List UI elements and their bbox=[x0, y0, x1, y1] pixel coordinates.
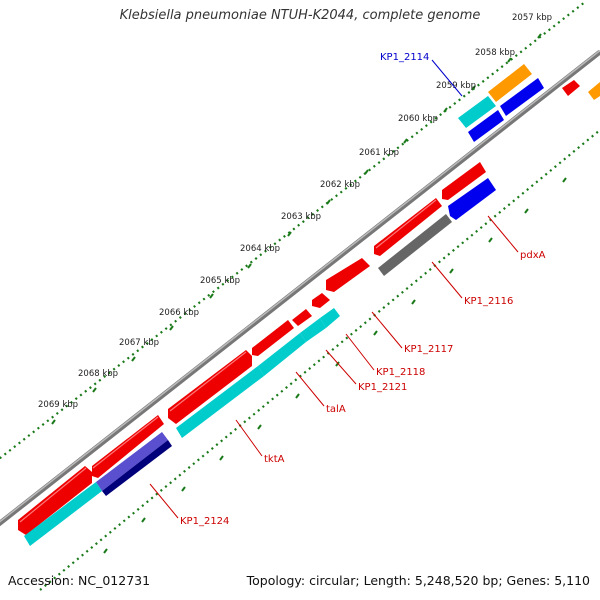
scale-label: 2069 kbp bbox=[38, 400, 78, 410]
gene-label-KP1_2121[interactable]: KP1_2121 bbox=[358, 382, 407, 393]
major-ticks bbox=[51, 33, 567, 554]
scale-label: 2061 kbp bbox=[359, 148, 399, 158]
gene-KP1_2114-blue[interactable] bbox=[468, 110, 504, 142]
gene-tktA-reverse[interactable] bbox=[176, 366, 264, 438]
label-leader-blue bbox=[431, 59, 463, 97]
gene-blue-right[interactable] bbox=[500, 78, 544, 116]
gene-KP1_2116b-forward[interactable] bbox=[326, 258, 370, 292]
gene-label-talA[interactable]: talA bbox=[326, 404, 346, 415]
genome-title: Klebsiella pneumoniae NTUH-K2044, comple… bbox=[119, 8, 481, 23]
gene-KP1_2118-forward[interactable] bbox=[252, 320, 294, 356]
scale-label: 2065 kbp bbox=[200, 276, 240, 286]
gene-label-tktA[interactable]: tktA bbox=[264, 454, 285, 465]
gene-KP1_2116-reverse[interactable] bbox=[378, 214, 452, 276]
gene-pdxA-forward[interactable] bbox=[374, 198, 442, 256]
gene-slate-reverse[interactable] bbox=[96, 432, 168, 491]
genome-summary: Topology: circular; Length: 5,248,520 bp… bbox=[246, 573, 590, 588]
gene-KP1_2116a-forward[interactable] bbox=[312, 293, 330, 308]
gene-tktA-forward[interactable] bbox=[92, 415, 164, 478]
gene-KP1_2117-forward[interactable] bbox=[292, 309, 312, 326]
genome-backbone bbox=[0, 49, 600, 527]
scale-label: 2057 kbp bbox=[512, 13, 552, 23]
reverse-strand-genes bbox=[24, 64, 600, 546]
gene-KP1_2118-reverse[interactable] bbox=[320, 308, 340, 328]
inner-tick-ring bbox=[39, 129, 600, 591]
scale-labels: 2057 kbp 2058 kbp 2059 kbp 2060 kbp 2061… bbox=[38, 13, 552, 410]
outer-tick-ring bbox=[0, 1, 586, 460]
gene-talA-reverse[interactable] bbox=[258, 333, 306, 376]
gene-KP1_2121-reverse[interactable] bbox=[300, 318, 326, 342]
label-leaders bbox=[149, 215, 519, 519]
scale-label: 2063 kbp bbox=[281, 212, 321, 222]
scale-label: 2068 kbp bbox=[78, 369, 118, 379]
gene-KP1_2115-forward[interactable] bbox=[442, 162, 486, 200]
gene-orange[interactable] bbox=[488, 64, 532, 102]
gene-right-edge-forward[interactable] bbox=[562, 80, 580, 96]
gene-label-KP1_2117[interactable]: KP1_2117 bbox=[404, 344, 453, 355]
gene-highlights bbox=[19, 199, 437, 523]
gene-label-pdxA[interactable]: pdxA bbox=[520, 250, 546, 261]
gene-label-KP1_2114[interactable]: KP1_2114 bbox=[380, 52, 429, 63]
scale-label: 2067 kbp bbox=[119, 338, 159, 348]
gene-KP1_2124-reverse[interactable] bbox=[24, 482, 102, 546]
gene-KP1_2124-forward[interactable] bbox=[18, 466, 92, 535]
scale-label: 2062 kbp bbox=[320, 180, 360, 190]
gene-label-KP1_2118[interactable]: KP1_2118 bbox=[376, 367, 425, 378]
gene-talA-forward[interactable] bbox=[168, 350, 252, 424]
scale-label: 2060 kbp bbox=[398, 114, 438, 124]
gene-label-KP1_2124[interactable]: KP1_2124 bbox=[180, 516, 229, 527]
scale-label: 2064 kbp bbox=[240, 244, 280, 254]
accession-label: Accession: NC_012731 bbox=[8, 573, 151, 588]
scale-label: 2059 kbp bbox=[436, 81, 476, 91]
scale-label: 2066 kbp bbox=[159, 308, 199, 318]
gene-labels: KP1_2114 pdxA KP1_2116 KP1_2117 KP1_2118… bbox=[180, 52, 546, 527]
gene-KP1_2114-cyan[interactable] bbox=[458, 96, 496, 128]
scale-label: 2058 kbp bbox=[475, 48, 515, 58]
gene-orange-edge[interactable] bbox=[588, 82, 600, 100]
gene-pdxA-reverse[interactable] bbox=[448, 178, 496, 220]
gene-label-KP1_2116[interactable]: KP1_2116 bbox=[464, 296, 513, 307]
gene-navy-reverse[interactable] bbox=[102, 440, 172, 496]
forward-strand-genes bbox=[18, 80, 580, 535]
